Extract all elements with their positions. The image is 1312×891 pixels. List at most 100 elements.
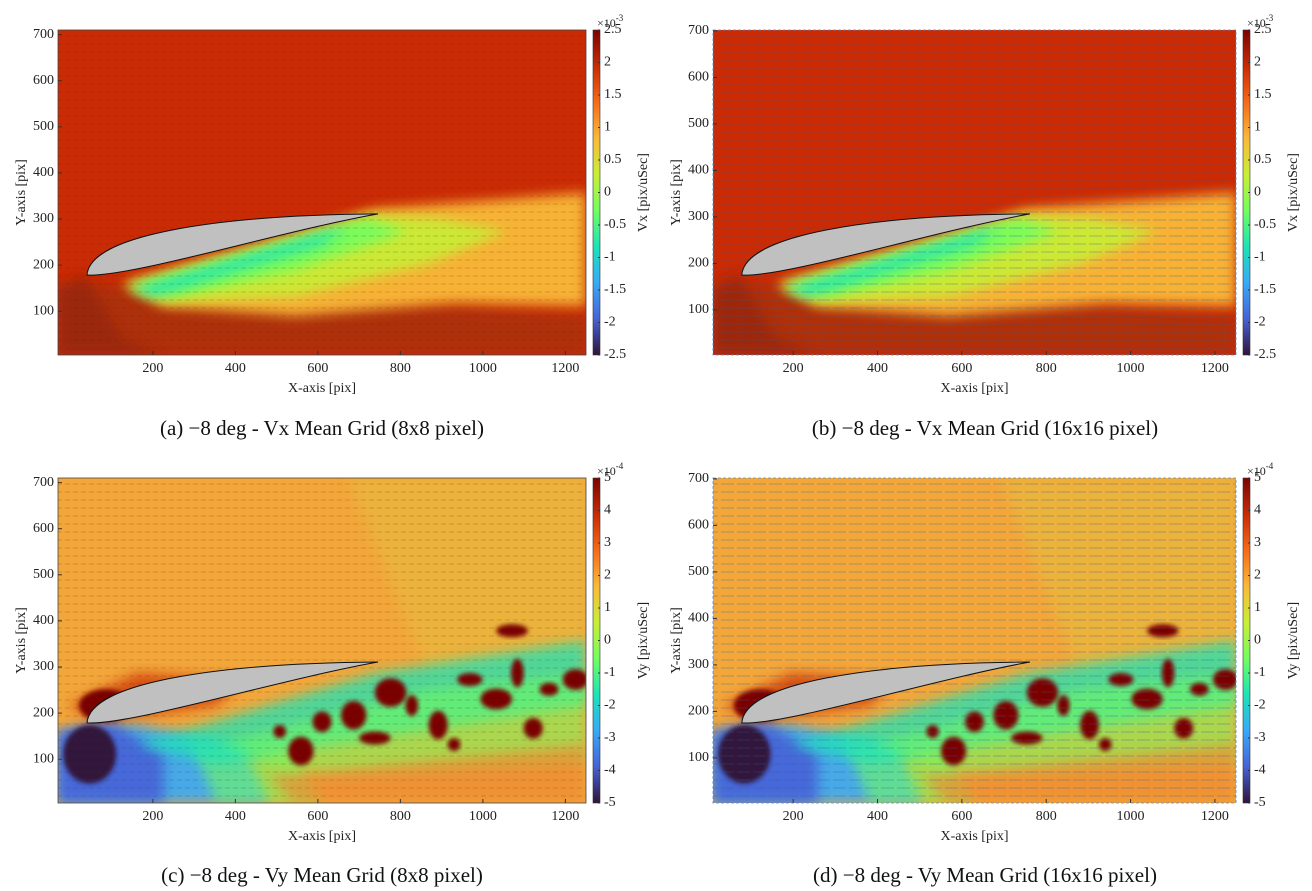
multiplier-exponent: -4 [616, 461, 624, 471]
colorbar-tick-label: -1 [604, 665, 616, 680]
colorbar-tick-label: 3 [604, 535, 611, 550]
y-tick-label: 300 [688, 657, 709, 672]
colorbar-tick-label: 2.5 [1254, 22, 1272, 37]
caption: (d) −8 deg - Vy Mean Grid (16x16 pixel) [813, 863, 1157, 887]
y-tick-label: 500 [33, 119, 54, 134]
x-tick-label: 600 [951, 809, 972, 824]
colorbar-tick-label: -2 [1254, 315, 1266, 330]
airfoil [86, 661, 379, 724]
x-tick-label: 800 [1036, 809, 1057, 824]
x-axis-label: X-axis [pix] [288, 381, 356, 396]
y-tick-label: 100 [688, 750, 709, 765]
colorbar-tick-label: -2.5 [604, 347, 626, 362]
x-axis-label: X-axis [pix] [940, 829, 1008, 844]
multiplier-exponent: -4 [1266, 461, 1274, 471]
y-axis-label: Y-axis [pix] [669, 607, 684, 674]
x-tick-label: 800 [390, 361, 411, 376]
colorbar-tick-label: 0 [604, 633, 611, 648]
caption: (c) −8 deg - Vy Mean Grid (8x8 pixel) [161, 863, 483, 887]
multiplier-base: ×10 [597, 464, 616, 478]
colorbar-tick-label: 0 [1254, 633, 1261, 648]
colorbar-tick-label: -0.5 [604, 217, 626, 232]
quiver [713, 30, 1236, 355]
colorbar-tick-label: 2 [604, 568, 611, 583]
x-tick-label: 600 [951, 361, 972, 376]
y-axis-label: Y-axis [pix] [14, 159, 29, 226]
y-tick-label: 600 [688, 70, 709, 85]
x-tick-label: 400 [867, 361, 888, 376]
y-tick-label: 700 [33, 475, 54, 490]
colorbar-tick-label: -1.5 [604, 282, 626, 297]
colorbar-tick-label: 2 [1254, 55, 1261, 70]
y-tick-label: 500 [688, 116, 709, 131]
colorbar-multiplier: ×10-4 [1247, 461, 1274, 478]
colorbar-tick-label: 0 [1254, 185, 1261, 200]
y-tick-label: 600 [33, 73, 54, 88]
colorbar-tick-label: 1 [604, 120, 611, 135]
airfoil [741, 661, 1030, 724]
x-tick-label: 1200 [551, 809, 579, 824]
y-tick-label: 700 [688, 23, 709, 38]
colorbar-tick-label: -2 [604, 315, 616, 330]
quiver [58, 478, 586, 803]
caption: (a) −8 deg - Vx Mean Grid (8x8 pixel) [160, 416, 484, 440]
quiver [713, 478, 1236, 803]
multiplier-base: ×10 [1247, 464, 1266, 478]
colorbar-tick-label: 3 [1254, 535, 1261, 550]
colorbar-tick-label: 4 [1254, 503, 1261, 518]
multiplier-base: ×10 [1247, 16, 1266, 30]
colorbar-tick-label: 4 [604, 503, 611, 518]
x-tick-label: 800 [1036, 361, 1057, 376]
colorbar-tick-label: 0.5 [1254, 152, 1272, 167]
colorbar-tick-label: 1 [1254, 120, 1261, 135]
colorbar-tick-label: 5 [604, 470, 611, 485]
x-tick-label: 1000 [469, 361, 497, 376]
x-tick-label: 200 [783, 361, 804, 376]
x-tick-label: 1000 [1117, 809, 1145, 824]
plot-frame [57, 477, 587, 804]
colorbar-multiplier: ×10-3 [1247, 13, 1274, 30]
colorbar-tick-label: -4 [1254, 763, 1266, 778]
plot-frame [712, 29, 1237, 356]
field [713, 478, 1236, 803]
y-axis-label: Y-axis [pix] [669, 159, 684, 226]
y-tick-label: 400 [688, 611, 709, 626]
multiplier-base: ×10 [597, 16, 616, 30]
colorbar-tick-label: 0.5 [604, 152, 622, 167]
field [58, 30, 586, 355]
y-tick-label: 700 [688, 471, 709, 486]
colorbar-tick-label: 5 [1254, 470, 1261, 485]
y-axis-label: Y-axis [pix] [14, 607, 29, 674]
colorbar-tick-label: -2 [1254, 698, 1266, 713]
x-axis-label: X-axis [pix] [940, 381, 1008, 396]
y-tick-label: 400 [688, 163, 709, 178]
plot-frame [712, 477, 1237, 804]
y-tick-label: 300 [33, 211, 54, 226]
x-tick-label: 400 [225, 809, 246, 824]
colorbar-tick-label: -5 [604, 795, 616, 810]
y-tick-label: 500 [33, 567, 54, 582]
y-tick-label: 100 [33, 751, 54, 766]
colorbar-tick-label: 2 [1254, 568, 1261, 583]
y-tick-label: 600 [33, 521, 54, 536]
x-tick-label: 600 [307, 809, 328, 824]
airfoil [741, 213, 1030, 276]
y-tick-label: 200 [33, 257, 54, 272]
multiplier-exponent: -3 [1266, 13, 1274, 23]
colorbar-multiplier: ×10-3 [597, 13, 624, 30]
colorbar-tick-label: 2 [604, 55, 611, 70]
x-tick-label: 1200 [551, 361, 579, 376]
colorbar-tick-label: -5 [1254, 795, 1266, 810]
plot-frame [57, 29, 587, 356]
y-tick-label: 700 [33, 27, 54, 42]
x-tick-label: 200 [142, 809, 163, 824]
x-tick-label: 1200 [1201, 361, 1229, 376]
x-tick-label: 200 [142, 361, 163, 376]
y-tick-label: 200 [688, 256, 709, 271]
x-tick-label: 400 [867, 809, 888, 824]
y-tick-label: 300 [33, 659, 54, 674]
colorbar-multiplier: ×10-4 [597, 461, 624, 478]
multiplier-exponent: -3 [616, 13, 624, 23]
y-tick-label: 100 [33, 303, 54, 318]
x-tick-label: 400 [225, 361, 246, 376]
